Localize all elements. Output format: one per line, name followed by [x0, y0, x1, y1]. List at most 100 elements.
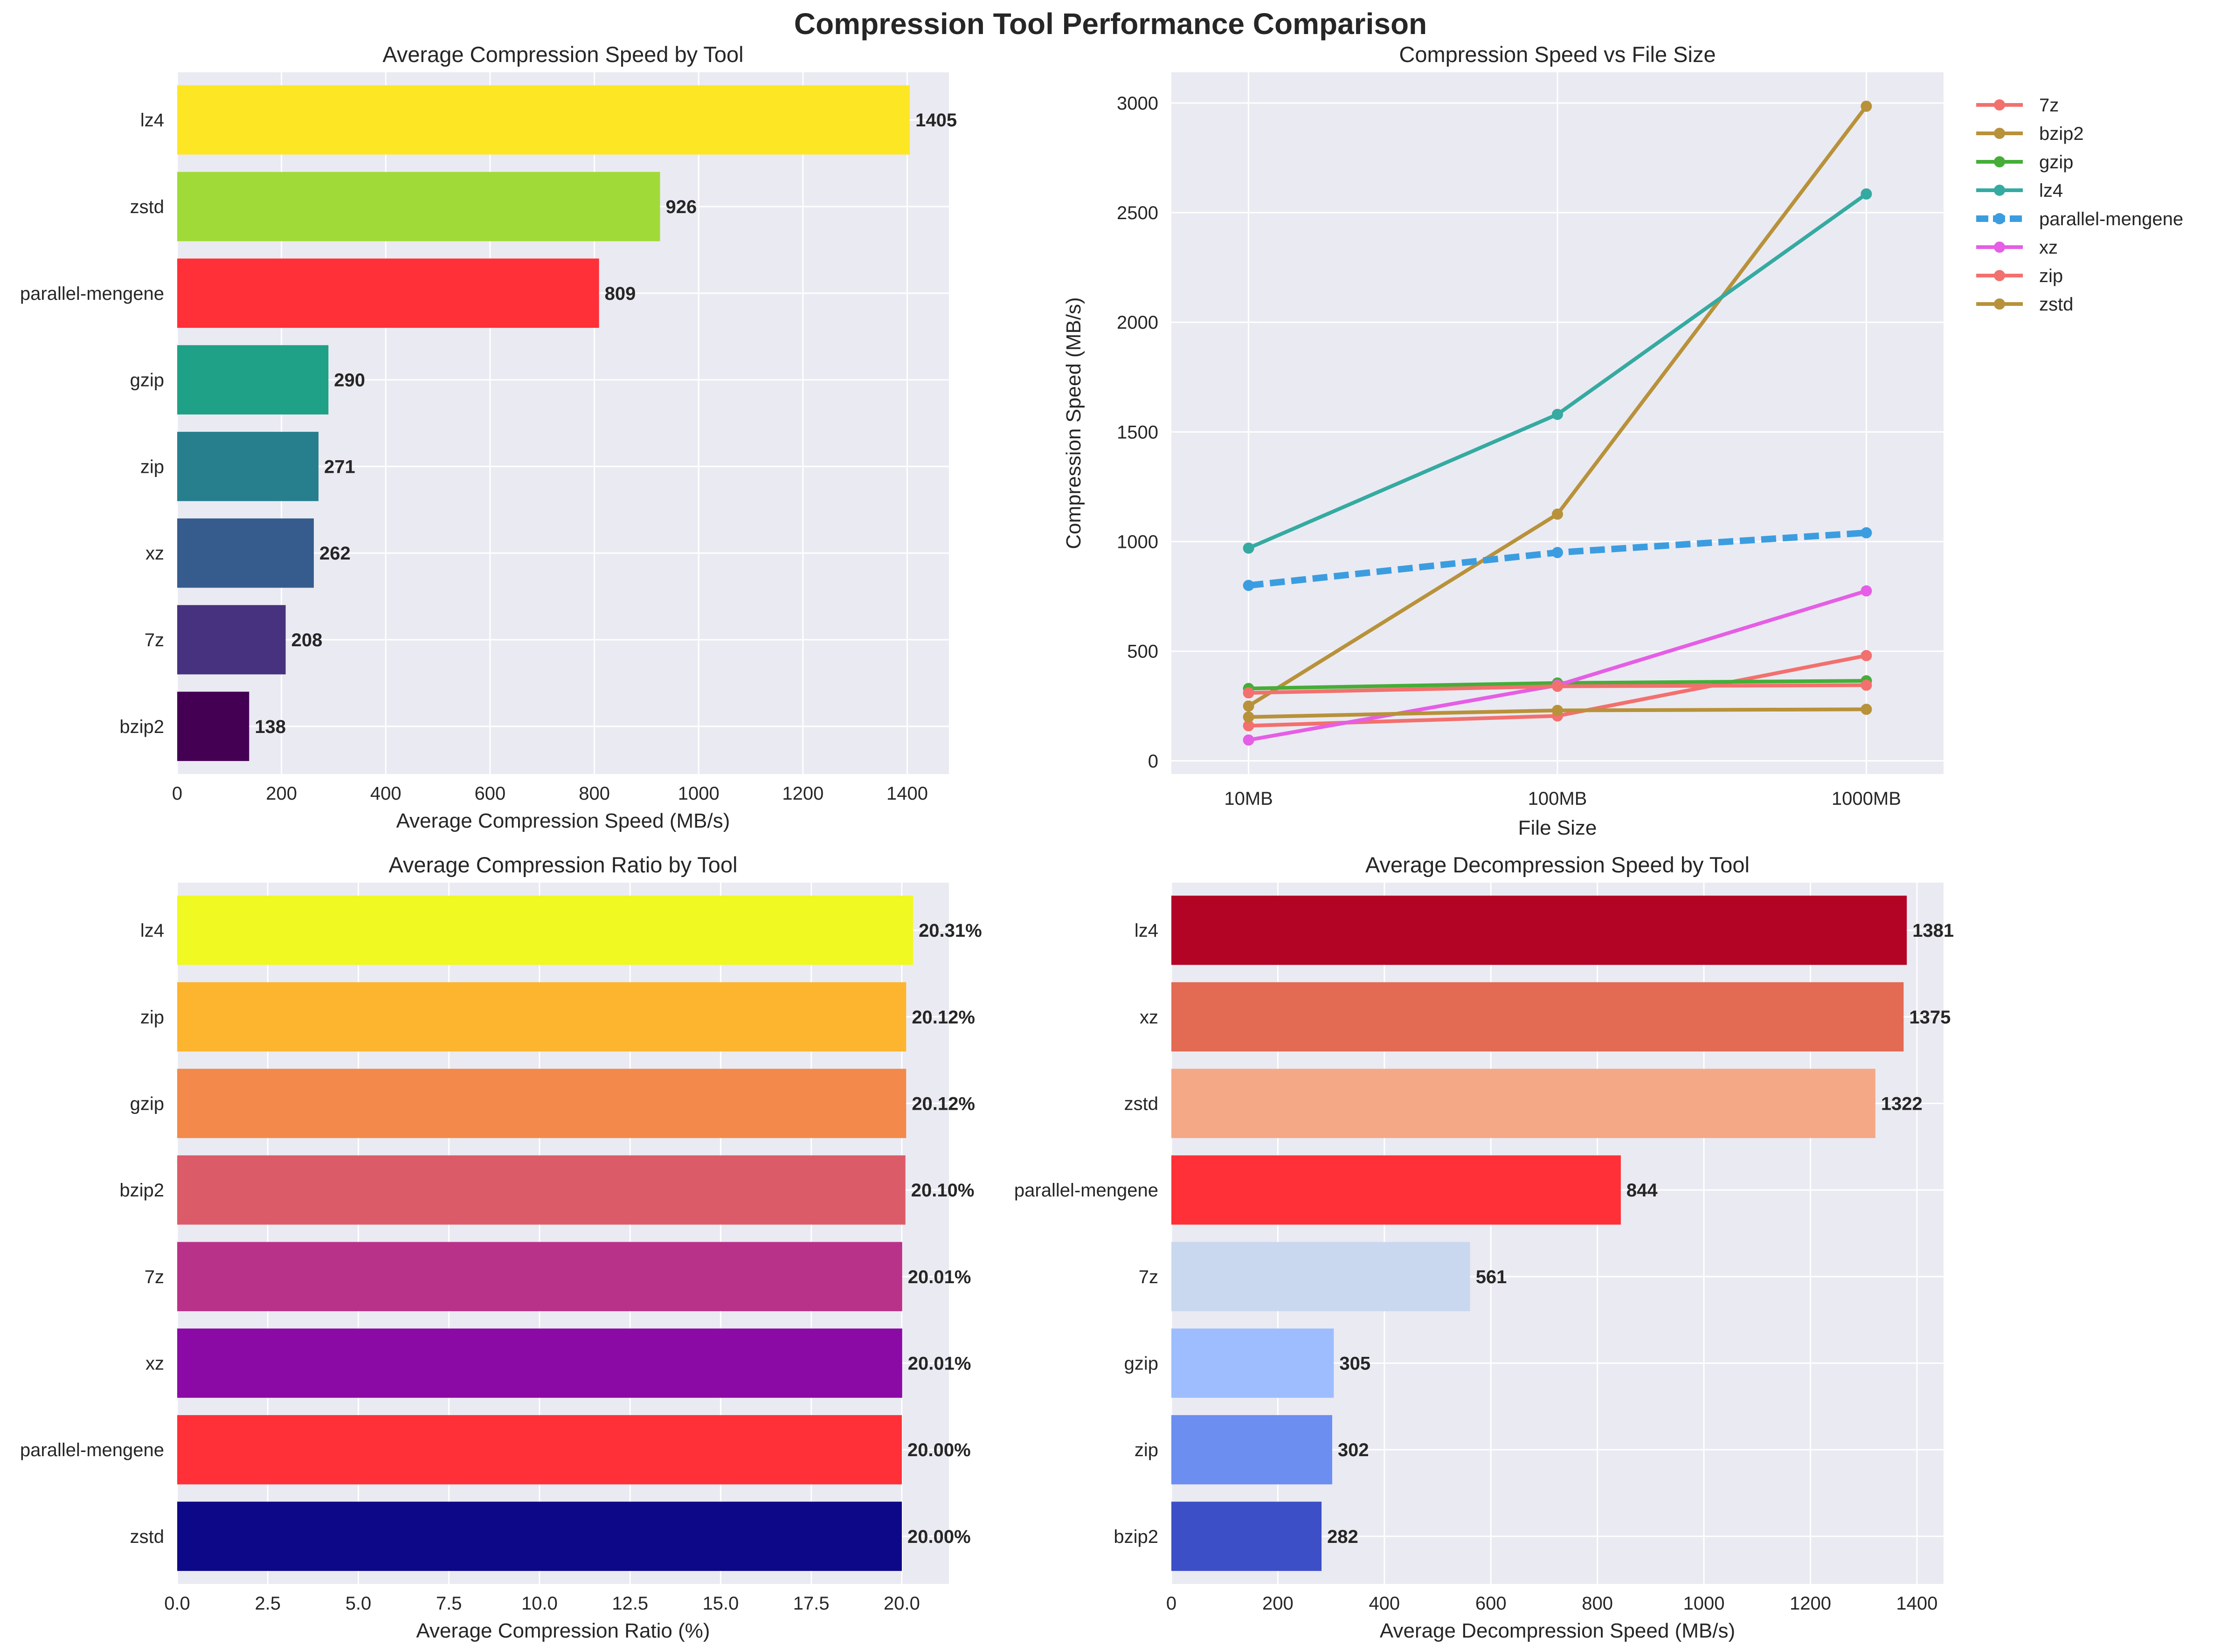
point-7z — [1243, 720, 1254, 732]
point-lz4 — [1243, 542, 1254, 554]
y-tick-label: zip — [1135, 1440, 1158, 1460]
x-tick-label: 20.0 — [884, 1593, 920, 1614]
legend-marker-zip — [1994, 270, 2005, 281]
legend-label: xz — [2039, 237, 2058, 258]
bar-lz4 — [1171, 895, 1907, 965]
value-label: 1405 — [915, 110, 957, 131]
value-label: 138 — [255, 717, 286, 737]
value-label: 20.01% — [908, 1354, 971, 1374]
y-tick-label: 7z — [145, 1267, 164, 1287]
point-xz — [1861, 585, 1872, 597]
figure-title: Compression Tool Performance Comparison — [794, 7, 1427, 41]
y-tick-label: 2000 — [1117, 312, 1158, 333]
x-tick-label: 1000 — [678, 783, 720, 804]
value-label: 926 — [665, 197, 697, 217]
value-label: 20.00% — [907, 1527, 971, 1547]
point-parallel-mengene — [1861, 527, 1872, 539]
value-label: 262 — [319, 543, 351, 564]
value-label: 290 — [334, 370, 365, 391]
x-tick-label: 600 — [1475, 1593, 1507, 1614]
bar-lz4 — [177, 85, 910, 155]
y-tick-label: lz4 — [140, 110, 164, 131]
y-tick-label: 7z — [145, 630, 164, 650]
value-label: 20.00% — [907, 1440, 971, 1460]
compression-ratio-bar-chart: Average Compression Ratio by Tool 0.0 2.5 5… — [20, 852, 982, 1642]
legend-label: gzip — [2039, 152, 2073, 173]
x-tick-label: 1400 — [886, 783, 928, 804]
y-tick-label: 3000 — [1117, 93, 1158, 114]
bar-7z — [177, 1242, 902, 1312]
bar-lz4 — [177, 895, 913, 965]
y-tick-label: 500 — [1127, 642, 1158, 662]
y-tick-label: parallel-mengene — [20, 283, 164, 304]
y-tick-label: xz — [1140, 1007, 1158, 1028]
bar-gzip — [177, 345, 329, 415]
value-label: 302 — [1338, 1440, 1369, 1460]
point-zip — [1552, 680, 1563, 692]
x-tick-label: 400 — [1369, 1593, 1400, 1614]
bar-parallel-mengene — [1171, 1155, 1621, 1225]
x-tick-label: 10.0 — [521, 1593, 558, 1614]
x-tick-label: 1200 — [782, 783, 823, 804]
point-7z — [1861, 650, 1872, 662]
y-tick-label: bzip2 — [119, 717, 164, 737]
x-tick-label: 1000MB — [1832, 788, 1901, 809]
legend-label: 7z — [2039, 95, 2059, 116]
value-label: 1322 — [1881, 1093, 1923, 1114]
value-label: 20.10% — [911, 1180, 975, 1201]
decompression-speed-bar-chart: Average Decompression Speed by Tool 0 200 4… — [1014, 852, 1954, 1642]
y-tick-label: 1000 — [1117, 532, 1158, 552]
x-axis-label: File Size — [1518, 816, 1597, 839]
value-label: 305 — [1339, 1354, 1370, 1374]
value-label: 20.31% — [919, 920, 982, 941]
x-tick-label: 10MB — [1224, 788, 1273, 809]
value-label: 809 — [605, 283, 636, 304]
chart-title: Average Compression Speed by Tool — [382, 42, 743, 67]
y-tick-label: zip — [140, 1007, 164, 1028]
x-tick-label: 5.0 — [346, 1593, 372, 1614]
bar-zip — [177, 432, 319, 501]
point-parallel-mengene — [1552, 546, 1563, 558]
point-lz4 — [1552, 408, 1563, 420]
x-tick-label: 100MB — [1528, 788, 1587, 809]
point-zstd — [1861, 704, 1872, 715]
bar-7z — [1171, 1242, 1470, 1312]
value-label: 282 — [1327, 1527, 1358, 1547]
y-tick-label: xz — [145, 543, 164, 564]
value-label: 208 — [291, 630, 323, 650]
legend-label: parallel-mengene — [2039, 209, 2183, 229]
bar-gzip — [1171, 1328, 1334, 1398]
value-label: 1381 — [1912, 920, 1954, 941]
value-label: 271 — [324, 456, 355, 477]
point-parallel-mengene — [1243, 580, 1254, 591]
chart-title: Average Decompression Speed by Tool — [1365, 852, 1750, 877]
y-tick-label: 2500 — [1117, 203, 1158, 223]
x-axis-label: Average Decompression Speed (MB/s) — [1380, 1619, 1735, 1642]
x-tick-label: 800 — [579, 783, 610, 804]
bar-zip — [177, 982, 906, 1052]
legend-marker-lz4 — [1994, 185, 2005, 196]
x-tick-label: 600 — [475, 783, 506, 804]
legend-label: zstd — [2039, 294, 2073, 315]
speed-vs-filesize-line-chart: Compression Speed vs File Size 0 500 1000 15… — [1062, 42, 2183, 839]
bar-zstd — [1171, 1069, 1875, 1138]
point-bzip2 — [1861, 100, 1872, 112]
y-tick-label: bzip2 — [119, 1180, 164, 1201]
x-tick-label: 15.0 — [703, 1593, 739, 1614]
y-tick-label: zstd — [130, 197, 164, 217]
y-tick-label: lz4 — [140, 920, 164, 941]
value-label: 20.12% — [912, 1093, 975, 1114]
bar-xz — [1171, 982, 1904, 1052]
value-label: 844 — [1626, 1180, 1658, 1201]
x-tick-label: 1000 — [1683, 1593, 1725, 1614]
legend-marker-parallel-mengene — [1994, 213, 2005, 224]
x-axis-label: Average Compression Speed (MB/s) — [396, 809, 730, 832]
bar-gzip — [177, 1069, 906, 1138]
compression-speed-bar-chart: Average Compression Speed by Tool 0 200 400… — [20, 42, 957, 832]
y-tick-label: 1500 — [1117, 422, 1158, 442]
point-zip — [1861, 679, 1872, 691]
y-axis-label: Compression Speed (MB/s) — [1062, 297, 1085, 549]
point-bzip2 — [1552, 508, 1563, 520]
value-label: 1375 — [1909, 1007, 1951, 1028]
